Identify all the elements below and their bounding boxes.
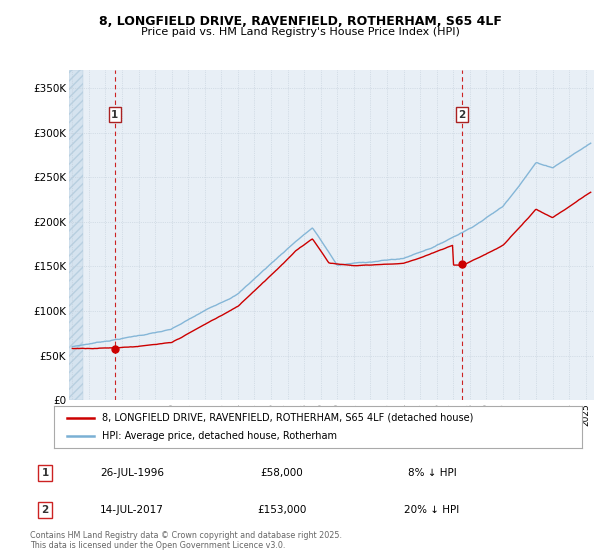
Text: 8, LONGFIELD DRIVE, RAVENFIELD, ROTHERHAM, S65 4LF (detached house): 8, LONGFIELD DRIVE, RAVENFIELD, ROTHERHA… (101, 413, 473, 423)
Text: £58,000: £58,000 (260, 468, 304, 478)
Text: 2: 2 (41, 505, 49, 515)
Text: 20% ↓ HPI: 20% ↓ HPI (404, 505, 460, 515)
Bar (69, 70, 83, 400)
Text: Contains HM Land Registry data © Crown copyright and database right 2025.
This d: Contains HM Land Registry data © Crown c… (30, 530, 342, 550)
Text: Price paid vs. HM Land Registry's House Price Index (HPI): Price paid vs. HM Land Registry's House … (140, 27, 460, 38)
Text: 26-JUL-1996: 26-JUL-1996 (100, 468, 164, 478)
Text: 8% ↓ HPI: 8% ↓ HPI (407, 468, 457, 478)
Text: £153,000: £153,000 (257, 505, 307, 515)
Text: 14-JUL-2017: 14-JUL-2017 (100, 505, 164, 515)
Text: 8, LONGFIELD DRIVE, RAVENFIELD, ROTHERHAM, S65 4LF: 8, LONGFIELD DRIVE, RAVENFIELD, ROTHERHA… (98, 15, 502, 28)
Text: 2: 2 (458, 110, 466, 120)
Text: 1: 1 (41, 468, 49, 478)
Text: HPI: Average price, detached house, Rotherham: HPI: Average price, detached house, Roth… (101, 431, 337, 441)
Text: 1: 1 (111, 110, 119, 120)
